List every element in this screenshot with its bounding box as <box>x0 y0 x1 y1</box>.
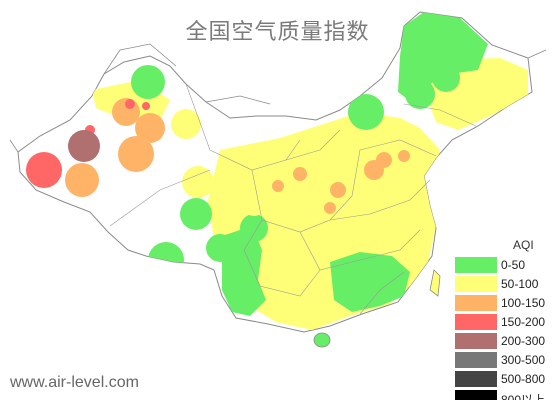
usg-blob <box>135 113 165 143</box>
usg-blob <box>293 167 307 181</box>
unhealthy-blob <box>125 99 135 109</box>
good-blob <box>240 214 268 242</box>
good-blob <box>206 234 234 262</box>
taiwan-island <box>429 269 441 297</box>
legend-label: 500-800 <box>501 372 546 386</box>
legend-swatch <box>455 257 497 273</box>
usg-blob <box>324 202 336 214</box>
moderate-blob <box>182 166 214 198</box>
legend-label: 300-500 <box>501 353 546 367</box>
province-border <box>329 179 431 221</box>
moderate-blob <box>240 188 268 216</box>
legend-item: 150-200 <box>455 313 553 331</box>
province-border <box>359 271 405 315</box>
province-border <box>243 219 321 297</box>
map-title: 全国空气质量指数 <box>185 20 370 45</box>
good-blob <box>226 252 250 276</box>
legend-swatch <box>455 352 497 368</box>
legend-label: 800以上 <box>501 393 546 400</box>
legend-item: 50-100 <box>455 275 553 293</box>
legend-label: 50-100 <box>501 277 539 291</box>
legend-item: 0-50 <box>455 256 553 274</box>
province-border <box>403 103 477 127</box>
legend-label: 100-150 <box>501 296 546 310</box>
legend-swatch <box>455 333 497 349</box>
good-blob <box>379 269 405 295</box>
usg-blob <box>330 182 346 198</box>
good-blob <box>148 242 184 278</box>
good-blob <box>405 79 435 109</box>
boundary-line <box>103 43 177 75</box>
legend-swatch <box>455 314 497 330</box>
boundary-line <box>205 95 271 105</box>
province-borders <box>109 83 477 315</box>
boundary-line <box>9 139 19 153</box>
unhealthy-blob <box>142 102 150 110</box>
outer-boundary-lines <box>9 43 547 153</box>
moderate-blob <box>171 109 201 139</box>
legend-label: 150-200 <box>501 315 546 329</box>
usg-blob <box>272 180 284 192</box>
legend-swatch <box>455 295 497 311</box>
legend-item: 100-150 <box>455 294 553 312</box>
usg-blob <box>398 150 410 162</box>
legend-swatch <box>455 276 497 292</box>
very-unhealthy-blob <box>68 130 100 162</box>
province-border <box>285 129 341 161</box>
legend-title: AQI <box>513 238 534 252</box>
good-blob <box>348 94 384 130</box>
legend-item: 300-500 <box>455 351 553 369</box>
legend-swatch <box>455 371 497 387</box>
province-border <box>109 169 211 227</box>
province-border <box>359 139 437 157</box>
good-blob <box>131 65 165 99</box>
legend-swatch <box>455 390 497 400</box>
province-border <box>299 229 421 271</box>
province-border <box>251 149 361 233</box>
legend-item: 200-300 <box>455 332 553 350</box>
aqi-overlay <box>26 12 528 330</box>
good-blob <box>340 272 368 300</box>
good-blob <box>180 198 212 230</box>
usg-blob <box>65 163 99 197</box>
legend-item: 500-800 <box>455 370 553 388</box>
boundary-line <box>527 49 547 59</box>
legend-label: 0-50 <box>501 258 526 272</box>
usg-blob <box>118 136 154 172</box>
legend-label: 200-300 <box>501 334 546 348</box>
unhealthy-blob <box>26 152 62 188</box>
usg-blob <box>376 152 392 168</box>
source-url-text: www.air-level.com <box>10 374 139 391</box>
good-blob <box>432 64 460 92</box>
hainan-island <box>313 332 331 348</box>
legend-item: 800以上 <box>455 389 553 400</box>
